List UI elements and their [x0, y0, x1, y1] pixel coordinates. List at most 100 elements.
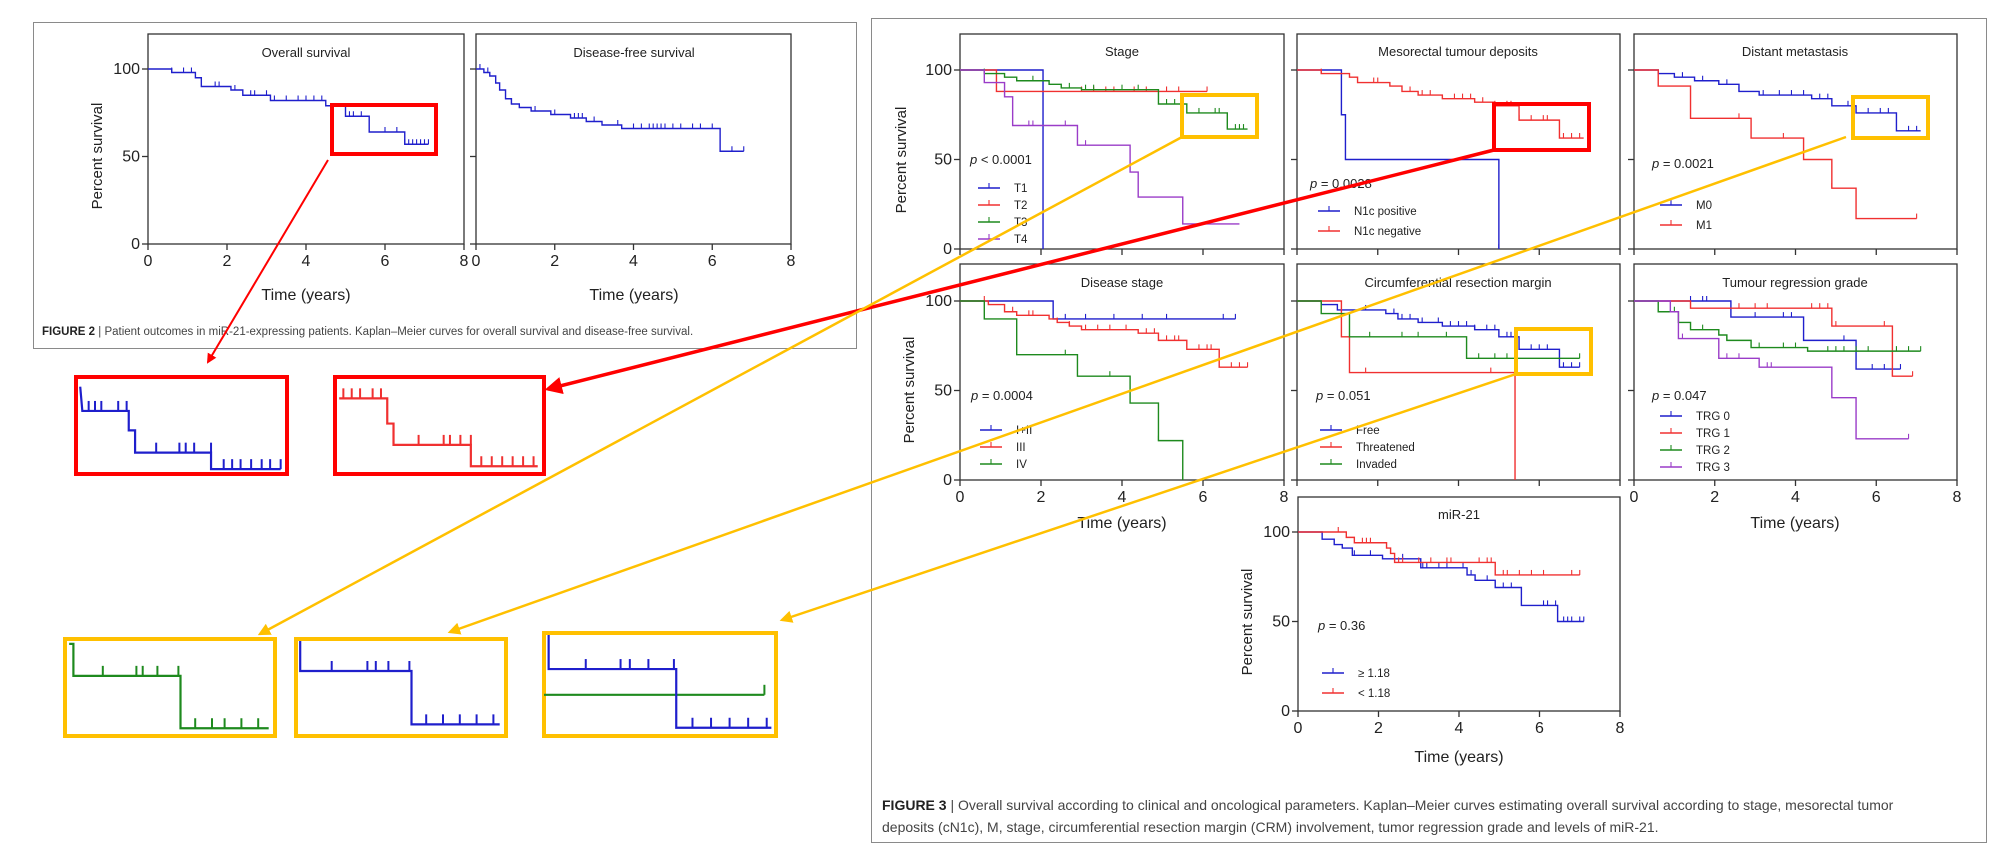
- p-value-text: = 0.0021: [1659, 156, 1714, 171]
- arrow-mesorectal-to-inset: [544, 148, 1495, 395]
- x-tick-label: 8: [460, 253, 469, 270]
- x-tick-label: 6: [381, 253, 390, 270]
- chart-title: Disease stage: [1081, 275, 1163, 290]
- x-tick-label: 0: [956, 489, 965, 506]
- inset-curve: [299, 640, 500, 726]
- y-tick-label: 50: [934, 383, 952, 400]
- highlight-box-distant-metastasis: [1851, 95, 1930, 140]
- legend-label: Threatened: [1356, 442, 1415, 454]
- survival-curve-trg-1: [1634, 300, 1913, 377]
- p-symbol: p: [1317, 618, 1325, 633]
- survival-curve-free: [1297, 300, 1580, 368]
- chart-title: Tumour regression grade: [1722, 275, 1867, 290]
- legend-label: Free: [1356, 425, 1380, 437]
- x-tick-label: 6: [1872, 489, 1881, 506]
- highlight-box-stage: [1180, 93, 1259, 139]
- x-axis-label: Time (years): [1750, 515, 1839, 532]
- legend-label: N1c negative: [1354, 226, 1421, 238]
- x-tick-label: 8: [787, 253, 796, 270]
- x-tick-label: 2: [223, 253, 232, 270]
- y-tick-label: 50: [122, 149, 140, 166]
- inset-frame: [74, 375, 289, 476]
- chart-crm: Circumferential resection margin p = 0.05…: [1291, 263, 1621, 486]
- y-tick-label: 0: [943, 241, 952, 258]
- figure-3-label: FIGURE 3: [882, 797, 947, 813]
- p-value: p = 0.36: [1317, 618, 1365, 633]
- figure-2-caption: FIGURE 2 | Patient outcomes in miR-21-ex…: [42, 326, 693, 338]
- p-value-text: = 0.047: [1659, 388, 1706, 403]
- x-tick-label: 0: [1294, 720, 1303, 737]
- highlight-box-crm: [1514, 327, 1593, 376]
- survival-curve-n1c-negative: [1297, 69, 1584, 139]
- legend-label: IV: [1016, 459, 1027, 471]
- x-tick-label: 6: [708, 253, 717, 270]
- y-tick-label: 100: [1263, 524, 1290, 541]
- legend-label: TRG 1: [1696, 428, 1730, 440]
- survival-curve--1-18: [1298, 531, 1580, 576]
- x-tick-label: 2: [550, 253, 559, 270]
- caption-separator: |: [950, 797, 955, 813]
- y-axis-label: Percent survival: [893, 107, 910, 214]
- survival-curve-overall-survival: [148, 68, 429, 145]
- p-symbol: p: [1651, 388, 1659, 403]
- survival-curve-iii: [960, 300, 1248, 368]
- y-tick-label: 0: [943, 472, 952, 489]
- survival-curve-invaded: [1297, 300, 1580, 359]
- arrow-overall-survival-to-inset: [206, 159, 329, 364]
- figure-2-label: FIGURE 2: [42, 326, 96, 338]
- x-tick-label: 4: [302, 253, 311, 270]
- legend-label: M1: [1696, 220, 1712, 232]
- x-axis-label: Time (years): [261, 287, 350, 304]
- plot-frame: [147, 33, 465, 245]
- p-value: p = 0.0028: [1309, 176, 1372, 191]
- chart-stage: 0 50 100 Stage Percent survival p < 0.0001 T1 T…: [893, 33, 1285, 258]
- inset-crm: [542, 631, 778, 738]
- chart-title: Circumferential resection margin: [1364, 275, 1551, 290]
- survival-curve-trg-0: [1634, 300, 1901, 370]
- y-tick-label: 50: [1272, 614, 1290, 631]
- legend-label: III: [1016, 442, 1026, 454]
- chart-distant: Distant metastasis p = 0.0021 M0 M1: [1628, 33, 1958, 255]
- p-value: p < 0.0001: [969, 152, 1032, 167]
- arrow-crm-to-inset: [779, 372, 1517, 623]
- figure-3-panel: [871, 18, 1987, 843]
- chart-mesorectal: Mesorectal tumour deposits p = 0.0028 N1c …: [1291, 33, 1621, 255]
- chart-trg: 0 2 4 6 8 Tumour regression grade Time (years)…: [1628, 263, 1962, 532]
- figure-2-panel: [33, 22, 857, 349]
- inset-curve: [79, 386, 281, 471]
- highlight-box-mesorectal: [1492, 102, 1591, 152]
- caption-separator: |: [98, 326, 102, 338]
- inset-mesorectal: [333, 375, 546, 476]
- figure-2-caption-text: Patient outcomes in miR-21-expressing pa…: [104, 326, 694, 338]
- x-tick-label: 6: [1199, 489, 1208, 506]
- p-symbol: p: [970, 388, 978, 403]
- x-axis-label: Time (years): [589, 287, 678, 304]
- x-tick-label: 8: [1616, 720, 1625, 737]
- legend-label: TRG 2: [1696, 445, 1730, 457]
- chart-mir21: 0 2 4 6 8 0 50 100 miR-21 Time (years) Percent sur…: [1239, 496, 1625, 766]
- p-value: p = 0.051: [1315, 388, 1371, 403]
- inset-frame: [333, 375, 546, 476]
- p-value-text: = 0.051: [1323, 388, 1370, 403]
- chart-title: Stage: [1105, 44, 1139, 59]
- p-symbol: p: [969, 152, 977, 167]
- legend-label: Invaded: [1356, 459, 1397, 471]
- p-symbol: p: [1651, 156, 1659, 171]
- chart-dfs: 0 2 4 6 8 Disease-free survival Time (years): [470, 33, 796, 304]
- x-tick-label: 4: [1791, 489, 1800, 506]
- chart-title: Overall survival: [262, 45, 351, 60]
- chart-title: Distant metastasis: [1742, 44, 1849, 59]
- x-axis-label: Time (years): [1414, 749, 1503, 766]
- legend-label: < 1.18: [1358, 688, 1390, 700]
- figure-3-caption-line-1: FIGURE 3 | Overall survival according to…: [882, 794, 1893, 816]
- arrow-distant-to-inset: [447, 135, 1847, 635]
- p-value-text: = 0.0004: [978, 388, 1033, 403]
- legend-label: T4: [1014, 234, 1028, 246]
- x-axis-label: Time (years): [1077, 515, 1166, 532]
- plot-frame: [959, 263, 1285, 481]
- legend-label: T1: [1014, 183, 1027, 195]
- legend-label: N1c positive: [1354, 206, 1417, 218]
- p-value-text: < 0.0001: [977, 152, 1032, 167]
- y-tick-label: 0: [131, 236, 140, 253]
- survival-curve-m1: [1634, 69, 1917, 220]
